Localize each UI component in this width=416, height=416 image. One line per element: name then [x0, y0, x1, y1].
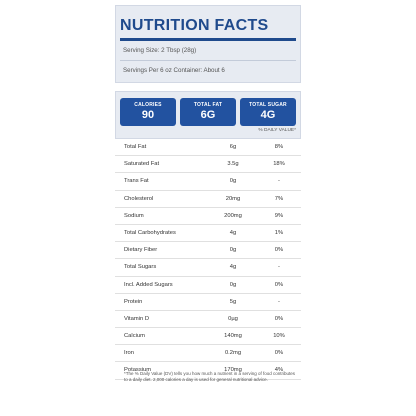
nutrient-row: Total Carbohydrates 4g 1% [115, 225, 301, 243]
nutrient-amount: 140mg [224, 333, 242, 340]
nutrient-dv: - [278, 178, 280, 185]
nutrient-row: Incl. Added Sugars 0g 0% [115, 277, 301, 294]
nutrient-row: Sodium 200mg 9% [115, 208, 301, 225]
nutrient-name: Iron [124, 350, 134, 357]
nutrient-row: Saturated Fat 3.5g 18% [115, 156, 301, 174]
nutrient-dv: - [278, 264, 280, 271]
nutrient-dv: 0% [274, 315, 284, 322]
nutrient-amount: 6g [229, 144, 237, 150]
total-sugar-value: 4G [260, 109, 276, 121]
nutrient-amount: 4g [229, 264, 237, 271]
nutrient-amount: 0µg [228, 315, 238, 322]
nutrient-dv: 0% [274, 247, 284, 254]
nutrient-dv: 10% [273, 333, 285, 340]
nutrient-name: Total Carbohydrates [124, 229, 176, 236]
daily-value-header: % DAILY VALUE* [258, 128, 296, 133]
nutrient-row: Protein 5g - [115, 294, 301, 311]
nutrient-row: Trans Fat 0g - [115, 173, 301, 191]
calories-value: 90 [141, 109, 155, 121]
nutrient-name: Potassium [124, 367, 152, 374]
nutrient-dv: 0% [274, 350, 284, 357]
nutrient-dv: 18% [273, 161, 285, 168]
total-sugar-label: TOTAL SUGAR [249, 102, 287, 108]
nutrient-row: Dietary Fiber 0g 0% [115, 242, 301, 260]
total-fat-label: TOTAL FAT [193, 102, 223, 108]
nutrient-row: Cholesterol 20mg 7% [115, 191, 301, 208]
nutrient-amount: 5g [229, 298, 237, 305]
nutrient-amount: 0g [229, 178, 237, 185]
nutrient-table: Total Fat 6g 8% Saturated Fat 3.5g 18% Trans… [115, 139, 301, 380]
nutrient-name: Saturated Fat [124, 161, 160, 168]
nutrient-name: Vitamin D [124, 315, 150, 322]
nutrient-dv: 0% [274, 281, 284, 288]
nutrient-amount: 0g [229, 281, 237, 288]
calories-badge: CALORIES 90 [120, 98, 176, 126]
nutrition-facts-panel: NUTRITION FACTS Serving Size: 2 Tbsp (28… [115, 5, 301, 410]
nutrient-dv: 4% [274, 367, 284, 374]
nutrient-amount: 170mg [224, 367, 242, 374]
nutrient-name: Calcium [124, 333, 145, 340]
nutrient-dv: 8% [274, 144, 284, 150]
nutrient-name: Protein [124, 298, 143, 305]
header-box [115, 5, 301, 83]
nutrient-name: Cholesterol [124, 195, 154, 202]
nutrient-dv: - [278, 298, 280, 305]
nutrient-amount: 20mg [225, 195, 241, 202]
nutrient-row: Vitamin D 0µg 0% [115, 311, 301, 329]
nutrient-name: Total Sugars [124, 264, 157, 271]
serving-divider [120, 60, 296, 61]
title-divider [120, 38, 296, 41]
page-title: NUTRITION FACTS [120, 17, 269, 34]
nutrient-row: Iron 0.2mg 0% [115, 345, 301, 363]
nutrient-amount: 4g [229, 229, 237, 236]
nutrient-amount: 0g [229, 247, 237, 254]
nutrient-row: Total Fat 6g 8% [115, 139, 301, 157]
total-sugar-badge: TOTAL SUGAR 4G [240, 98, 296, 126]
nutrient-amount: 3.5g [227, 161, 239, 168]
nutrient-name: Trans Fat [124, 178, 149, 185]
nutrient-dv: 9% [274, 212, 284, 219]
nutrient-row: Calcium 140mg 10% [115, 328, 301, 346]
nutrient-name: Total Fat [124, 144, 147, 150]
daily-value-footnote: *The % Daily Value (DV) tells you how mu… [124, 371, 295, 382]
nutrient-dv: 7% [274, 195, 284, 202]
total-fat-value: 6G [200, 109, 216, 121]
total-fat-badge: TOTAL FAT 6G [180, 98, 236, 126]
nutrient-dv: 1% [274, 229, 284, 236]
serving-size: Serving Size: 2 Tbsp (28g) [123, 47, 197, 54]
nutrient-row: Potassium 170mg 4% [115, 362, 301, 380]
nutrient-amount: 200mg [224, 212, 242, 219]
servings-per-container: Servings Per 6 oz Container: About 6 [123, 67, 225, 74]
nutrient-name: Sodium [124, 212, 144, 219]
nutrient-row: Total Sugars 4g - [115, 259, 301, 277]
calories-label: CALORIES [134, 102, 162, 108]
nutrient-name: Dietary Fiber [124, 247, 158, 254]
nutrient-amount: 0.2mg [224, 350, 242, 357]
nutrient-name: Incl. Added Sugars [124, 281, 173, 288]
